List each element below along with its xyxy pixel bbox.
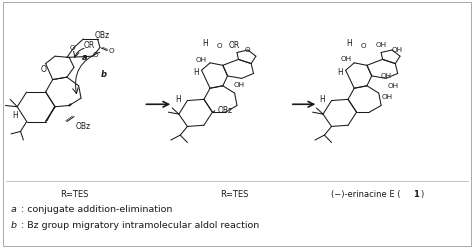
Text: OH: OH — [196, 57, 207, 63]
Text: O: O — [109, 48, 115, 54]
Text: : conjugate addition-elimination: : conjugate addition-elimination — [21, 205, 173, 214]
Text: ): ) — [420, 190, 423, 199]
Text: OBz: OBz — [218, 106, 233, 115]
Text: O: O — [92, 52, 98, 59]
Text: OR: OR — [84, 41, 95, 50]
Text: H: H — [202, 39, 208, 48]
Text: b: b — [100, 70, 107, 79]
Text: H: H — [175, 95, 181, 104]
Text: b: b — [11, 221, 17, 230]
Text: O: O — [217, 43, 222, 49]
Text: OR: OR — [229, 41, 240, 50]
Text: OBz: OBz — [95, 31, 110, 40]
Text: a: a — [11, 205, 17, 214]
Text: H: H — [193, 68, 199, 77]
Text: H: H — [319, 95, 325, 104]
Text: OH: OH — [387, 83, 399, 89]
Text: H: H — [12, 111, 18, 120]
Text: R=TES: R=TES — [60, 190, 88, 199]
Text: OH: OH — [234, 82, 245, 88]
Text: R=TES: R=TES — [220, 190, 249, 199]
Text: OBz: OBz — [76, 122, 91, 131]
Text: O: O — [70, 45, 75, 51]
Text: (−)-erinacine E (: (−)-erinacine E ( — [330, 190, 400, 199]
Text: OH: OH — [340, 56, 351, 62]
Text: OH: OH — [382, 94, 393, 100]
Text: O: O — [245, 47, 251, 53]
Text: : Bz group migratory intramolecular aldol reaction: : Bz group migratory intramolecular aldo… — [21, 221, 260, 230]
Text: 1: 1 — [413, 190, 419, 199]
Text: H: H — [337, 68, 343, 77]
Text: OH: OH — [380, 73, 392, 79]
Text: a: a — [82, 53, 88, 62]
Text: O: O — [361, 43, 366, 49]
Text: O: O — [40, 65, 46, 74]
Text: OH: OH — [391, 47, 402, 53]
Text: H: H — [346, 39, 352, 48]
Text: OH: OH — [375, 42, 387, 48]
